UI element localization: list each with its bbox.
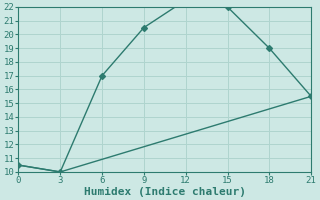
X-axis label: Humidex (Indice chaleur): Humidex (Indice chaleur): [84, 186, 246, 197]
